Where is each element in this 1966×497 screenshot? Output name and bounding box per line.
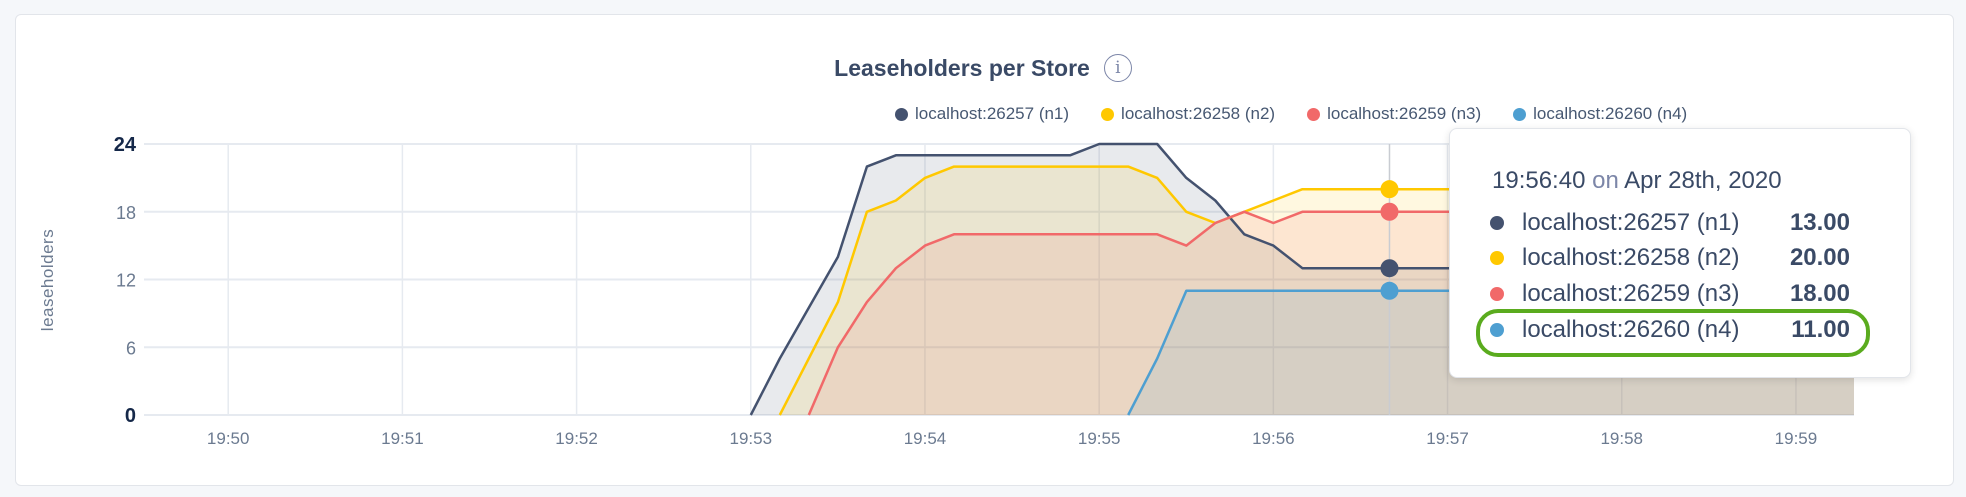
legend-dot-icon: [1101, 107, 1115, 121]
tooltip-row-value: 11.00: [1791, 316, 1850, 343]
y-tick-label: 6: [126, 338, 136, 358]
legend: localhost:26257 (n1) localhost:26258 (n2…: [895, 104, 1687, 124]
tooltip-date: Apr 28th, 2020: [1624, 167, 1782, 194]
x-tick-label: 19:56: [1252, 429, 1295, 448]
legend-dot-icon: [1307, 107, 1321, 121]
legend-label: localhost:26257 (n1): [915, 104, 1070, 123]
x-tick-label: 19:52: [555, 429, 598, 448]
tooltip: 19:56:40 on Apr 28th, 2020 localhost:262…: [1449, 128, 1911, 378]
tooltip-row-value: 18.00: [1789, 280, 1850, 307]
legend-label: localhost:26258 (n2): [1121, 104, 1276, 123]
tooltip-row-n1: localhost:26257 (n1) 13.00: [1490, 205, 1850, 241]
tooltip-on: on: [1592, 167, 1619, 194]
legend-item-n2[interactable]: localhost:26258 (n2): [1101, 104, 1275, 124]
hover-marker-n4: [1380, 281, 1399, 300]
chart-title: Leaseholders per Store: [834, 54, 1090, 81]
hover-marker-n1: [1380, 259, 1399, 278]
x-tick-label: 19:59: [1775, 429, 1818, 448]
y-tick-label: 18: [116, 203, 136, 223]
chart-title-row: Leaseholders per Store i: [0, 54, 1966, 82]
tooltip-row-label: localhost:26259 (n3): [1522, 280, 1740, 307]
series-dot-icon: [1490, 251, 1504, 265]
hover-marker-n2: [1380, 180, 1399, 199]
tooltip-row-n4: localhost:26260 (n4) 11.00: [1490, 312, 1850, 348]
tooltip-row-label: localhost:26258 (n2): [1522, 244, 1740, 271]
tooltip-row-value: 20.00: [1789, 244, 1850, 271]
tooltip-row-label: localhost:26260 (n4): [1522, 316, 1740, 343]
tooltip-row-n2: localhost:26258 (n2) 20.00: [1490, 240, 1850, 276]
x-tick-label: 19:53: [730, 429, 773, 448]
series-dot-icon: [1490, 287, 1504, 301]
info-circle-icon[interactable]: i: [1103, 54, 1132, 82]
legend-item-n4[interactable]: localhost:26260 (n4): [1513, 104, 1687, 124]
legend-label: localhost:26260 (n4): [1533, 104, 1688, 123]
tooltip-timestamp: 19:56:40 on Apr 28th, 2020: [1492, 167, 1782, 195]
hover-marker-n3: [1380, 202, 1399, 221]
legend-item-n3[interactable]: localhost:26259 (n3): [1307, 104, 1481, 124]
highlight-ring: [1476, 309, 1870, 357]
tooltip-row-n3: localhost:26259 (n3) 18.00: [1490, 276, 1850, 312]
x-tick-label: 19:55: [1078, 429, 1121, 448]
x-tick-label: 19:54: [904, 429, 947, 448]
x-tick-label: 19:51: [381, 429, 424, 448]
tooltip-row-value: 13.00: [1789, 209, 1850, 236]
x-tick-label: 19:57: [1426, 429, 1469, 448]
y-tick-label: 0: [125, 405, 136, 427]
y-tick-label: 12: [116, 271, 136, 291]
legend-dot-icon: [1513, 107, 1527, 121]
tooltip-row-label: localhost:26257 (n1): [1522, 209, 1740, 236]
legend-dot-icon: [895, 107, 908, 121]
x-tick-label: 19:50: [207, 429, 250, 448]
legend-item-n1[interactable]: localhost:26257 (n1): [895, 104, 1069, 124]
legend-label: localhost:26259 (n3): [1327, 104, 1482, 123]
tooltip-time: 19:56:40: [1492, 167, 1586, 194]
series-dot-icon: [1490, 216, 1504, 230]
y-tick-label: 24: [114, 134, 137, 156]
x-tick-label: 19:58: [1600, 429, 1643, 448]
